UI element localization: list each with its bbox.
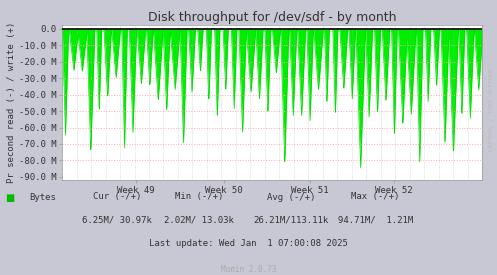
Text: RRDTOOL / TOBI OETIKER: RRDTOOL / TOBI OETIKER bbox=[488, 69, 493, 151]
Text: Munin 2.0.73: Munin 2.0.73 bbox=[221, 265, 276, 274]
Text: 2.02M/ 13.03k: 2.02M/ 13.03k bbox=[164, 216, 234, 225]
Text: Min (-/+): Min (-/+) bbox=[174, 192, 223, 202]
Text: Bytes: Bytes bbox=[29, 192, 56, 202]
Text: Cur (-/+): Cur (-/+) bbox=[92, 192, 141, 202]
Title: Disk throughput for /dev/sdf - by month: Disk throughput for /dev/sdf - by month bbox=[148, 10, 397, 24]
Text: 6.25M/ 30.97k: 6.25M/ 30.97k bbox=[82, 216, 152, 225]
Text: Max (-/+): Max (-/+) bbox=[351, 192, 400, 202]
Text: Last update: Wed Jan  1 07:00:08 2025: Last update: Wed Jan 1 07:00:08 2025 bbox=[149, 239, 348, 248]
Text: 26.21M/113.11k: 26.21M/113.11k bbox=[253, 216, 329, 225]
Text: ■: ■ bbox=[5, 192, 14, 202]
Y-axis label: Pr second read (-) / write (+): Pr second read (-) / write (+) bbox=[7, 22, 16, 183]
Text: 94.71M/  1.21M: 94.71M/ 1.21M bbox=[337, 216, 413, 225]
Text: Avg (-/+): Avg (-/+) bbox=[266, 192, 315, 202]
